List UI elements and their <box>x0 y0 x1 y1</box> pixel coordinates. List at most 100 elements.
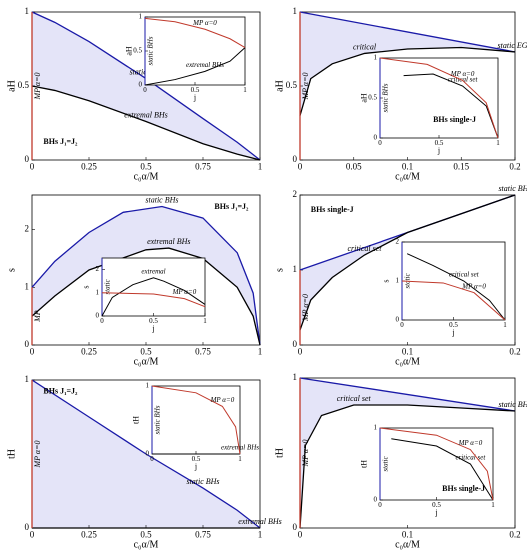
series-label: MP α=0 <box>210 396 235 404</box>
x-axis-label: j <box>451 328 454 337</box>
curve <box>379 427 494 501</box>
series-label: static BHs <box>498 400 527 409</box>
x-tick-label: 0.75 <box>195 346 211 356</box>
y-tick-label: 1 <box>293 6 298 16</box>
y-axis-label: aH <box>274 80 285 92</box>
y-tick-label: 2 <box>25 224 30 234</box>
y-tick-label: 1 <box>25 281 30 291</box>
x-tick-label: 0.5 <box>140 161 152 171</box>
x-axis-label: c₀α/M <box>395 356 420 367</box>
curve <box>299 377 516 412</box>
x-axis-label: c₀α/M <box>395 539 420 550</box>
y-tick-label: 0 <box>96 312 100 320</box>
y-axis-label: aH <box>359 93 368 103</box>
annotation: BHs J₁=J₂ <box>43 387 78 396</box>
x-axis-label: c₀α/M <box>134 356 159 367</box>
y-tick-label: 2 <box>293 189 298 199</box>
series-label: extremal BHs <box>221 444 259 452</box>
y-axis-label: aH <box>6 80 17 92</box>
x-axis-label: c₀α/M <box>134 539 159 550</box>
x-tick-label: 0.25 <box>81 161 97 171</box>
series-label: MP α=0 <box>33 440 42 468</box>
annotation: BHs J₁=J₂ <box>43 137 78 146</box>
x-tick-label: 0.5 <box>192 455 201 463</box>
series-label: MP α=0 <box>450 70 475 78</box>
x-tick-label: 0.25 <box>81 529 97 539</box>
curve <box>151 385 241 455</box>
series-label: static <box>382 456 390 472</box>
y-tick-label: 0 <box>146 450 150 458</box>
series-label: MP α=0 <box>461 282 486 290</box>
series-label: critical <box>353 42 377 51</box>
y-axis-label: s <box>6 268 17 272</box>
y-tick-label: 1 <box>396 277 400 285</box>
y-tick-label: 0 <box>139 81 143 89</box>
series-label: critical set <box>348 244 383 253</box>
curve <box>299 11 516 53</box>
series-label: MP α=0 <box>172 288 197 296</box>
y-tick-label: 1 <box>374 54 378 62</box>
series-label: extremal BHs <box>238 517 281 526</box>
y-tick-label: 1 <box>146 382 150 390</box>
series-label: critical set <box>449 271 480 279</box>
x-tick-label: 1 <box>258 529 263 539</box>
series-label: MP α=0 <box>458 439 483 447</box>
annotation: BHs J₁=J₂ <box>214 202 249 211</box>
curve <box>31 205 261 346</box>
x-tick-label: 0 <box>150 455 154 463</box>
x-tick-label: 0.1 <box>402 346 413 356</box>
x-tick-label: 0.1 <box>402 161 413 171</box>
x-tick-label: 1 <box>496 139 500 147</box>
y-tick-label: 0 <box>396 316 400 324</box>
y-tick-label: 1 <box>139 13 143 21</box>
x-tick-label: 0.15 <box>453 161 469 171</box>
curve <box>31 379 261 529</box>
x-tick-label: 1 <box>238 455 242 463</box>
y-axis-label: s <box>381 279 390 282</box>
x-tick-label: 0.2 <box>509 161 520 171</box>
y-tick-label: 0 <box>374 496 378 504</box>
y-axis-label: tH <box>131 416 140 424</box>
series-label: MP α=0 <box>192 19 217 27</box>
y-tick-label: 2 <box>96 265 100 273</box>
x-tick-label: 0 <box>378 139 382 147</box>
y-tick-label: 0 <box>25 522 30 532</box>
x-tick-label: 0 <box>30 529 35 539</box>
x-axis-label: j <box>437 146 440 155</box>
x-tick-label: 0.75 <box>195 529 211 539</box>
y-axis-label: tH <box>274 448 285 458</box>
curve <box>31 85 261 161</box>
inset-frame <box>401 241 506 321</box>
x-tick-label: 0.5 <box>435 139 444 147</box>
series-label: MP <box>33 310 42 323</box>
annotation: BHs single-J <box>433 115 476 124</box>
y-tick-label: 1 <box>293 264 298 274</box>
x-tick-label: 0.5 <box>140 529 152 539</box>
series-label: MP α=0 <box>301 72 310 100</box>
annotation: BHs single-J <box>442 484 485 493</box>
series-label: static BHs <box>147 36 155 65</box>
series-label: static BHs <box>186 477 219 486</box>
y-tick-label: 0.5 <box>368 94 377 102</box>
curve <box>379 57 499 139</box>
y-tick-label: 1 <box>96 288 100 296</box>
x-tick-label: 0.1 <box>402 529 413 539</box>
shaded-region <box>300 195 515 330</box>
x-axis-label: j <box>194 462 197 471</box>
shaded-region <box>32 206 260 345</box>
x-tick-label: 1 <box>258 346 263 356</box>
curve <box>31 247 261 346</box>
x-tick-label: 0 <box>298 161 303 171</box>
x-tick-label: 1 <box>491 501 495 509</box>
series-label: static BHs <box>382 83 390 112</box>
y-tick-label: 0.5 <box>133 47 142 55</box>
y-tick-label: 0 <box>374 134 378 142</box>
y-axis-label: aH <box>124 46 133 56</box>
x-tick-label: 0 <box>298 529 303 539</box>
series-label: static BHs <box>154 405 162 434</box>
series-label: extremal BHs <box>186 61 224 69</box>
annotation: BHs single-J <box>311 205 354 214</box>
x-tick-label: 0 <box>298 346 303 356</box>
shaded-region <box>32 12 260 160</box>
